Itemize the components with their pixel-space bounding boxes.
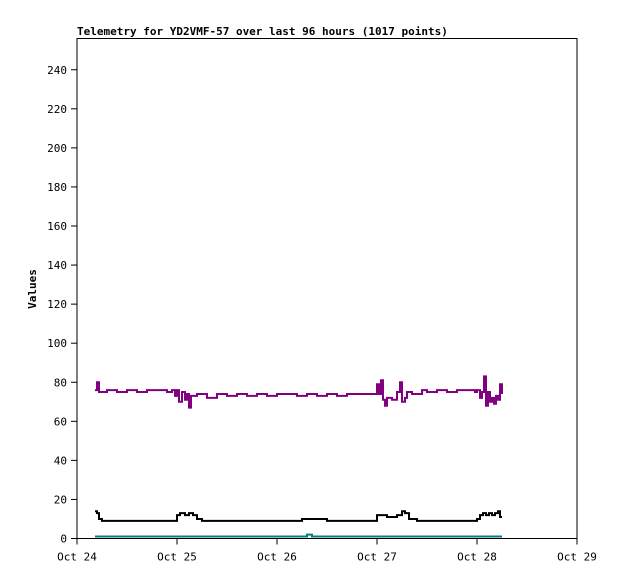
y-tick-label: 20 — [54, 493, 67, 506]
y-axis: 0 20 40 60 80 100 120 140 160 180 200 220 240 — [47, 64, 77, 546]
chart-title: Telemetry for YD2VMF-57 over last 96 hou… — [77, 25, 448, 38]
x-tick-label: Oct 24 — [57, 551, 97, 564]
x-axis: Oct 24 Oct 25 Oct 26 Oct 27 Oct 28 Oct 29 — [57, 538, 597, 564]
y-tick-label: 80 — [54, 376, 67, 389]
x-tick-label: Oct 25 — [157, 551, 197, 564]
series-line — [95, 510, 502, 522]
series-layer — [95, 375, 503, 538]
y-tick-label: 140 — [47, 259, 67, 272]
y-tick-label: 220 — [47, 103, 67, 116]
y-tick-label: 100 — [47, 337, 67, 350]
x-tick-label: Oct 28 — [457, 551, 497, 564]
plot-area — [76, 38, 578, 539]
y-tick-label: 120 — [47, 298, 67, 311]
x-tick-label: Oct 26 — [257, 551, 297, 564]
series-line — [95, 533, 502, 538]
y-axis-label: Values — [26, 269, 39, 309]
y-tick-label: 160 — [47, 220, 67, 233]
y-tick-label: 180 — [47, 181, 67, 194]
y-tick-label: 0 — [60, 533, 67, 546]
x-tick-label: Oct 27 — [357, 551, 397, 564]
series-line — [95, 375, 503, 409]
y-tick-label: 40 — [54, 454, 67, 467]
y-tick-label: 60 — [54, 415, 67, 428]
y-tick-label: 240 — [47, 64, 67, 77]
y-tick-label: 200 — [47, 142, 67, 155]
x-tick-label: Oct 29 — [557, 551, 597, 564]
